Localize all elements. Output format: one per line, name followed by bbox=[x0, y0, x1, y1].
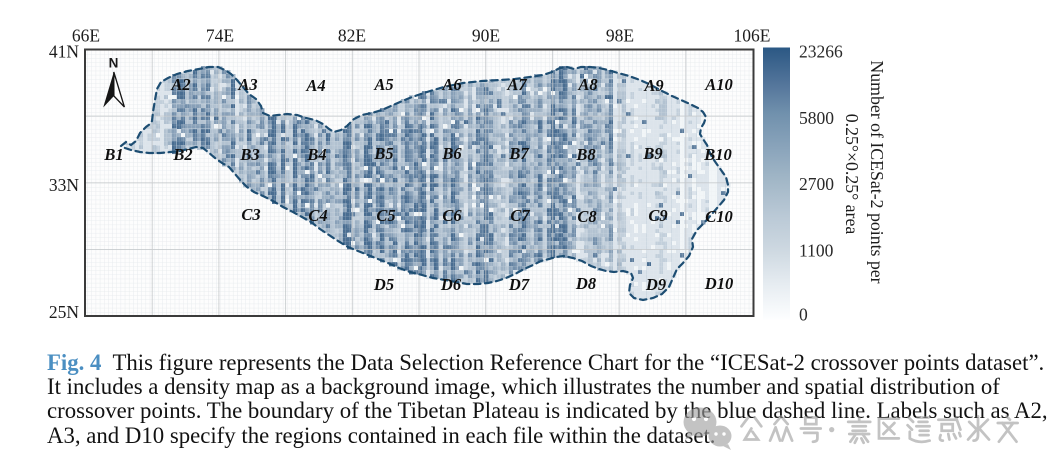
svg-text:B4: B4 bbox=[306, 145, 326, 164]
svg-text:B10: B10 bbox=[703, 145, 732, 164]
svg-text:A7: A7 bbox=[506, 75, 527, 94]
svg-text:N: N bbox=[109, 56, 119, 71]
svg-text:A5: A5 bbox=[373, 75, 393, 94]
svg-text:C6: C6 bbox=[442, 206, 462, 225]
svg-text:66E: 66E bbox=[72, 26, 100, 46]
svg-text:B8: B8 bbox=[575, 145, 595, 164]
svg-text:74E: 74E bbox=[206, 26, 234, 46]
svg-text:A2: A2 bbox=[170, 75, 190, 94]
svg-text:98E: 98E bbox=[606, 26, 634, 46]
svg-text:25N: 25N bbox=[49, 302, 80, 322]
svg-text:0: 0 bbox=[799, 305, 808, 325]
svg-text:1100: 1100 bbox=[799, 240, 834, 260]
svg-text:B2: B2 bbox=[172, 145, 192, 164]
svg-text:A10: A10 bbox=[704, 75, 733, 94]
svg-text:B7: B7 bbox=[508, 144, 529, 163]
svg-text:B6: B6 bbox=[441, 144, 462, 163]
svg-text:106E: 106E bbox=[734, 26, 771, 46]
svg-text:C3: C3 bbox=[241, 205, 260, 224]
svg-text:0.25°×0.25° area: 0.25°×0.25° area bbox=[842, 114, 862, 235]
svg-text:D9: D9 bbox=[645, 275, 666, 294]
svg-text:C5: C5 bbox=[376, 206, 395, 225]
svg-text:Number of ICESat-2 points per: Number of ICESat-2 points per bbox=[867, 60, 887, 283]
svg-text:82E: 82E bbox=[338, 26, 366, 46]
svg-text:C7: C7 bbox=[510, 206, 530, 225]
svg-text:B5: B5 bbox=[373, 144, 393, 163]
svg-text:C10: C10 bbox=[705, 207, 733, 226]
svg-text:A9: A9 bbox=[643, 76, 663, 95]
svg-text:B3: B3 bbox=[239, 145, 259, 164]
svg-text:2700: 2700 bbox=[799, 174, 834, 194]
svg-text:33N: 33N bbox=[49, 175, 80, 195]
svg-text:A8: A8 bbox=[577, 75, 597, 94]
svg-text:D7: D7 bbox=[508, 275, 530, 294]
svg-text:D10: D10 bbox=[704, 274, 733, 293]
svg-text:A3: A3 bbox=[237, 75, 257, 94]
svg-text:D6: D6 bbox=[440, 275, 462, 294]
svg-text:B1: B1 bbox=[103, 145, 123, 164]
svg-text:23266: 23266 bbox=[799, 42, 843, 62]
svg-text:C9: C9 bbox=[648, 206, 667, 225]
svg-text:A4: A4 bbox=[305, 76, 325, 95]
svg-text:C4: C4 bbox=[308, 206, 327, 225]
svg-text:5800: 5800 bbox=[799, 108, 834, 128]
svg-text:D5: D5 bbox=[373, 275, 394, 294]
svg-text:41N: 41N bbox=[49, 42, 80, 62]
svg-text:90E: 90E bbox=[472, 26, 500, 46]
svg-text:A6: A6 bbox=[441, 75, 462, 94]
svg-text:B9: B9 bbox=[642, 144, 662, 163]
svg-text:D8: D8 bbox=[575, 274, 596, 293]
svg-text:C8: C8 bbox=[577, 207, 596, 226]
